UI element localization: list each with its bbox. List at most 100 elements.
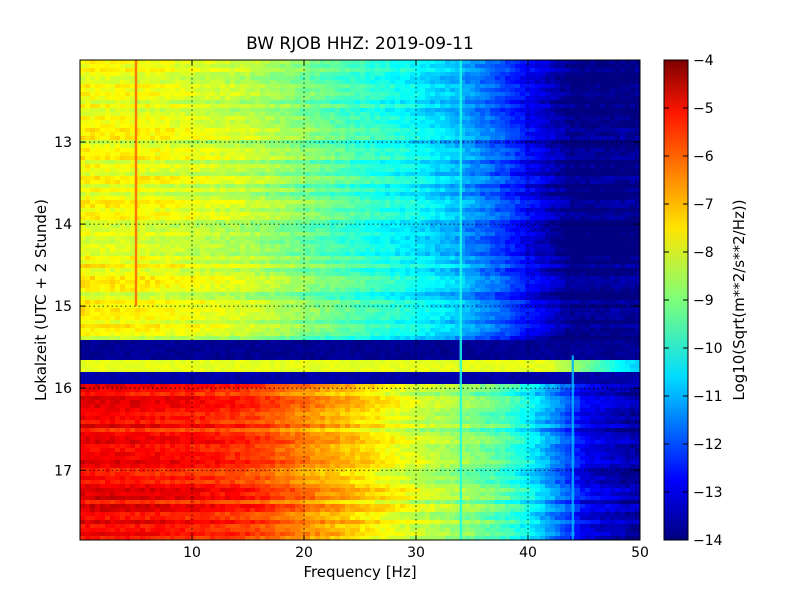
heatmap-cell — [495, 148, 501, 153]
heatmap-cell — [140, 232, 146, 237]
heatmap-cell — [250, 132, 256, 137]
heatmap-cell — [320, 200, 326, 205]
heatmap-cell — [235, 104, 241, 109]
heatmap-cell — [260, 216, 266, 221]
heatmap-cell — [105, 104, 111, 109]
heatmap-cell — [110, 144, 116, 149]
heatmap-cell — [335, 124, 341, 129]
heatmap-cell — [440, 116, 446, 121]
heatmap-cell — [310, 124, 316, 129]
heatmap-cell — [95, 140, 101, 145]
heatmap-cell — [430, 204, 436, 209]
heatmap-cell — [485, 88, 491, 93]
heatmap-cell — [290, 180, 296, 185]
heatmap-cell — [150, 200, 156, 205]
heatmap-cell — [380, 76, 386, 81]
heatmap-cell — [205, 92, 211, 97]
heatmap-cell — [380, 96, 386, 101]
heatmap-cell — [150, 112, 156, 117]
heatmap-cell — [100, 116, 106, 121]
heatmap-cell — [345, 192, 351, 197]
heatmap-cell — [460, 224, 466, 229]
heatmap-cell — [125, 212, 131, 217]
heatmap-cell — [320, 112, 326, 117]
heatmap-cell — [400, 212, 406, 217]
heatmap-cell — [580, 180, 586, 185]
heatmap-cell — [310, 84, 316, 89]
heatmap-cell — [255, 88, 261, 93]
heatmap-cell — [565, 156, 571, 161]
heatmap-cell — [385, 160, 391, 165]
heatmap-cell — [455, 196, 461, 201]
heatmap-cell — [325, 172, 331, 177]
heatmap-cell — [235, 144, 241, 149]
heatmap-cell — [410, 140, 416, 145]
heatmap-cell — [465, 100, 471, 105]
heatmap-cell — [515, 188, 521, 193]
heatmap-cell — [245, 80, 251, 85]
heatmap-cell — [350, 168, 356, 173]
heatmap-cell — [95, 132, 101, 137]
heatmap-cell — [515, 200, 521, 205]
heatmap-cell — [375, 96, 381, 101]
heatmap-cell — [530, 176, 536, 181]
heatmap-cell — [615, 100, 621, 105]
heatmap-cell — [265, 128, 271, 133]
heatmap-cell — [375, 180, 381, 185]
heatmap-cell — [570, 160, 576, 165]
heatmap-cell — [515, 96, 521, 101]
heatmap-cell — [595, 168, 601, 173]
heatmap-cell — [455, 160, 461, 165]
heatmap-cell — [375, 228, 381, 233]
heatmap-cell — [205, 96, 211, 101]
heatmap-cell — [460, 80, 466, 85]
heatmap-cell — [335, 128, 341, 133]
heatmap-cell — [100, 136, 106, 141]
heatmap-cell — [560, 224, 566, 229]
heatmap-cell — [135, 188, 141, 193]
heatmap-cell — [440, 88, 446, 93]
heatmap-cell — [155, 192, 161, 197]
heatmap-cell — [625, 164, 631, 169]
heatmap-cell — [365, 220, 371, 225]
heatmap-cell — [165, 64, 171, 69]
heatmap-cell — [345, 88, 351, 93]
heatmap-cell — [525, 124, 531, 129]
heatmap-cell — [360, 216, 366, 221]
heatmap-cell — [220, 60, 226, 65]
heatmap-cell — [220, 156, 226, 161]
heatmap-cell — [515, 64, 521, 69]
heatmap-cell — [235, 192, 241, 197]
heatmap-cell — [520, 60, 526, 65]
heatmap-cell — [625, 68, 631, 73]
heatmap-cell — [635, 168, 640, 173]
heatmap-cell — [305, 68, 311, 73]
heatmap-cell — [385, 128, 391, 133]
heatmap-cell — [495, 172, 501, 177]
heatmap-cell — [260, 84, 266, 89]
heatmap-cell — [595, 144, 601, 149]
heatmap-cell — [140, 204, 146, 209]
heatmap-cell — [445, 64, 451, 69]
heatmap-cell — [400, 116, 406, 121]
heatmap-cell — [455, 216, 461, 221]
heatmap-cell — [620, 184, 626, 189]
heatmap-cell — [630, 128, 636, 133]
heatmap-cell — [390, 220, 396, 225]
heatmap-cell — [245, 212, 251, 217]
heatmap-cell — [330, 148, 336, 153]
heatmap-cell — [620, 108, 626, 113]
heatmap-cell — [405, 232, 411, 237]
heatmap-cell — [420, 216, 426, 221]
heatmap-cell — [445, 68, 451, 73]
heatmap-cell — [405, 236, 411, 241]
heatmap-cell — [575, 160, 581, 165]
heatmap-cell — [335, 220, 341, 225]
heatmap-cell — [460, 200, 466, 205]
heatmap-cell — [300, 80, 306, 85]
heatmap-cell — [515, 204, 521, 209]
heatmap-cell — [535, 108, 541, 113]
heatmap-cell — [80, 172, 86, 177]
heatmap-cell — [250, 160, 256, 165]
heatmap-cell — [615, 68, 621, 73]
